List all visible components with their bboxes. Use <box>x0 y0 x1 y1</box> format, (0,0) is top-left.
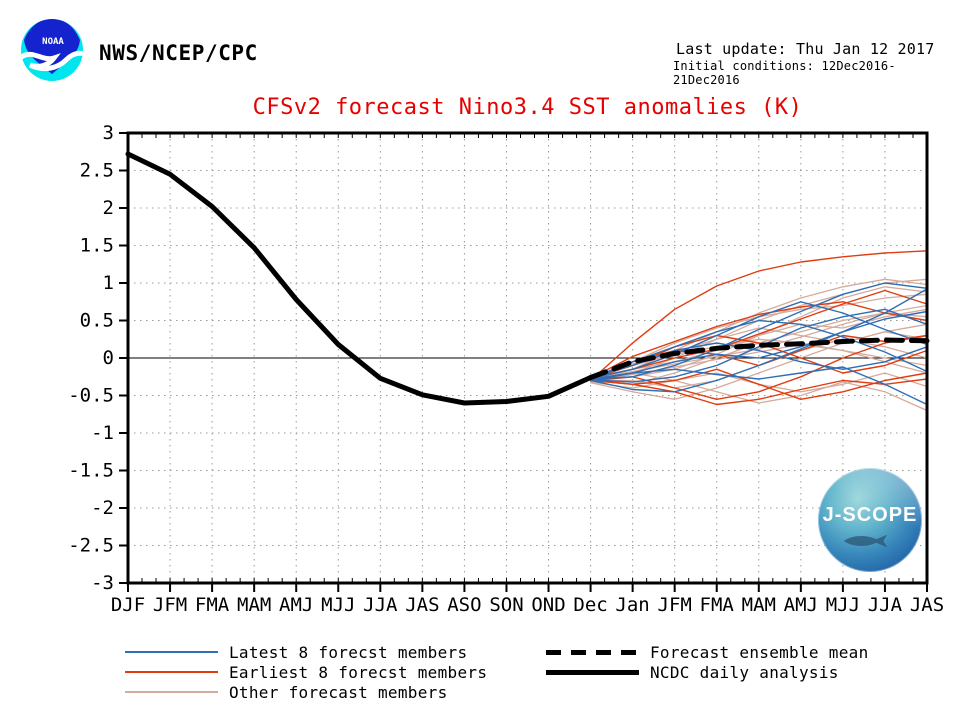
noaa-gull-icon <box>21 50 83 72</box>
jscope-logo: J-SCOPE <box>818 468 922 572</box>
member-line-earliest <box>589 368 928 400</box>
member-line-earliest <box>589 378 928 406</box>
legend-line-analysis <box>546 669 639 675</box>
x-tick-label: JAS <box>910 594 944 616</box>
legend-line-other <box>125 691 218 693</box>
x-tick-label: Dec <box>573 594 607 616</box>
y-tick-label: -3 <box>91 572 114 594</box>
x-tick-label: JFM <box>658 594 692 616</box>
y-tick-label: 0.5 <box>80 310 114 332</box>
x-tick-label: MJJ <box>826 594 860 616</box>
y-tick-label: 2 <box>103 197 114 219</box>
noaa-logo-text: NOAA <box>42 37 64 47</box>
member-line-latest <box>589 308 928 383</box>
x-tick-label: JJA <box>868 594 903 616</box>
x-tick-label: DJF <box>111 594 145 616</box>
x-tick-label: AMJ <box>279 594 313 616</box>
legend-label-earliest: Earliest 8 forecst members <box>229 662 488 682</box>
legend-line-earliest <box>125 671 218 673</box>
legend-line-ensemble-mean <box>546 649 639 655</box>
y-tick-label: -1 <box>91 422 114 444</box>
x-tick-label: FMA <box>195 594 230 616</box>
x-tick-label: MJJ <box>321 594 355 616</box>
member-line-other <box>589 338 928 379</box>
x-tick-label: OND <box>531 594 565 616</box>
member-line-latest <box>589 366 928 406</box>
y-tick-label: 1 <box>103 272 114 294</box>
plot-frame <box>126 131 929 585</box>
x-tick-label: JAS <box>405 594 439 616</box>
legend-label-other: Other forecast members <box>229 682 448 702</box>
x-tick-label: MAM <box>742 594 776 616</box>
x-tick-label: Jan <box>615 594 649 616</box>
member-line-latest <box>589 282 928 380</box>
legend-row-other: Other forecast members <box>125 682 487 702</box>
x-tick-label: ASO <box>447 594 481 616</box>
x-tick-label: MAM <box>237 594 271 616</box>
member-line-earliest <box>589 250 928 382</box>
member-line-earliest <box>589 301 928 379</box>
noaa-logo-graphic: NOAA <box>21 19 83 81</box>
legend-line-latest <box>125 651 218 653</box>
member-line-latest <box>589 288 928 393</box>
legend-left-column: Latest 8 forecst members Earliest 8 fore… <box>125 642 487 702</box>
legend-row-ensemble-mean: Forecast ensemble mean <box>546 642 869 662</box>
x-tick-label: AMJ <box>784 594 818 616</box>
member-line-earliest <box>589 289 928 379</box>
x-tick-label: JFM <box>153 594 187 616</box>
noaa-logo: NOAA <box>18 14 86 84</box>
member-line-other <box>589 308 928 382</box>
member-line-other <box>589 278 928 382</box>
legend-row-analysis: NCDC daily analysis <box>546 662 869 682</box>
analysis-line <box>125 151 594 406</box>
legend-label-latest: Latest 8 forecst members <box>229 642 468 662</box>
x-tick-label: FMA <box>700 594 735 616</box>
agency-title: NWS/NCEP/CPC <box>99 41 258 65</box>
legend-label-ensemble-mean: Forecast ensemble mean <box>650 642 869 662</box>
initial-conditions-text: Initial conditions: 12Dec2016-21Dec2016 <box>673 59 896 87</box>
y-tick-label: -2.5 <box>68 535 114 557</box>
member-line-latest <box>589 301 928 379</box>
x-tick-label: JJA <box>363 594 398 616</box>
legend-label-analysis: NCDC daily analysis <box>650 662 839 682</box>
fish-icon <box>843 534 887 548</box>
y-tick-label: 2.5 <box>80 160 114 182</box>
y-tick-label: 0 <box>103 347 114 369</box>
legend-row-latest: Latest 8 forecst members <box>125 642 487 662</box>
jscope-logo-text: J-SCOPE <box>822 504 918 526</box>
y-tick-label: -0.5 <box>68 385 114 407</box>
y-tick-label: -2 <box>91 497 114 519</box>
legend-row-earliest: Earliest 8 forecst members <box>125 662 487 682</box>
ensemble-mean-line <box>588 337 930 380</box>
x-tick-label: SON <box>489 594 523 616</box>
member-line-other <box>589 372 928 412</box>
chart-title: CFSv2 forecast Nino3.4 SST anomalies (K) <box>252 95 803 120</box>
y-tick-label: -1.5 <box>68 460 114 482</box>
y-tick-label: 3 <box>103 122 114 144</box>
y-tick-label: 1.5 <box>80 235 114 257</box>
last-update-text: Last update: Thu Jan 12 2017 <box>676 40 935 58</box>
member-line-latest <box>589 310 928 380</box>
legend-right-column: Forecast ensemble mean NCDC daily analys… <box>546 642 869 682</box>
